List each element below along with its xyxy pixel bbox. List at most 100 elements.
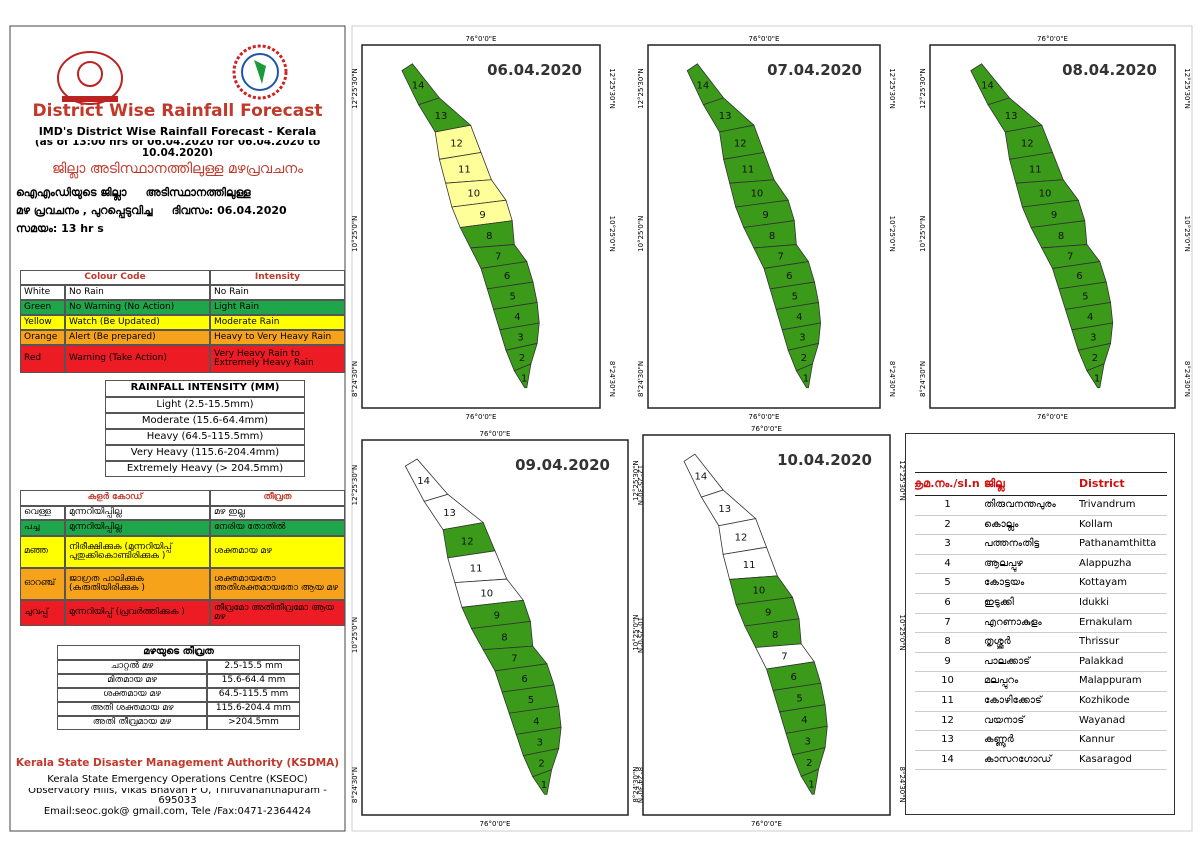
issue-line: സമയം: 13 hr s: [16, 222, 104, 236]
table-cell: വയനാട്: [980, 712, 1075, 732]
district-number: 14: [697, 80, 710, 91]
table-cell: പത്തനംതിട്ട: [980, 535, 1075, 555]
table-cell: 15.6-64.4 mm: [207, 674, 300, 688]
table-cell: ജാഗ്രത പാലിക്കുക (കരുതിയിരിക്കുക ): [65, 568, 210, 600]
district-number: 9: [762, 210, 768, 221]
district-number: 6: [1076, 271, 1082, 282]
latitude-label: 10°25'0"N: [351, 617, 359, 653]
latitude-label: 10°25'0"N: [1183, 216, 1191, 252]
table-cell: 10: [915, 672, 980, 692]
district-number: 7: [511, 654, 517, 665]
district-number: 2: [806, 758, 812, 769]
district-number: 9: [494, 610, 500, 621]
latitude-label: 12°25'30"N: [888, 68, 896, 109]
table-cell: 1: [915, 496, 980, 516]
latitude-label: 10°25'0"N: [637, 216, 645, 252]
table-cell: 115.6-204.4 mm: [207, 702, 300, 716]
district-number: 4: [1087, 312, 1093, 323]
issue-line: മഴ പ്രവചനം , പുറപ്പെടുവിച്ച ദിവസം: 06.04…: [16, 204, 287, 218]
table-cell: Extremely Heavy (> 204.5mm): [105, 461, 305, 477]
district-number: 4: [801, 715, 807, 726]
latitude-label: 12°25'30"N: [1183, 68, 1191, 109]
latitude-label: 8°24'30"N: [351, 767, 359, 803]
district-number: 12: [461, 536, 474, 547]
latitude-label: 8°24'30"N: [1183, 361, 1191, 397]
table-cell: Kollam: [1075, 516, 1167, 536]
map-date: 10.04.2020: [777, 451, 872, 469]
longitude-label: 76°0'0"E: [480, 820, 511, 828]
district-number: 6: [504, 271, 510, 282]
district-number: 1: [541, 780, 547, 791]
latitude-label: 12°25'30"N: [351, 68, 359, 109]
district-number: 3: [799, 333, 805, 344]
kerala-emblem: [57, 51, 123, 105]
district-number: 4: [796, 312, 802, 323]
table-cell: മുന്നറിയിപ്പില്ല: [65, 520, 210, 536]
district-number: 1: [803, 374, 809, 385]
table-cell: മഴ ഇല്ല: [210, 506, 345, 520]
table-cell: Warning (Take Action): [65, 345, 210, 373]
table-cell: നേരിയ തോതിൽ: [210, 520, 345, 536]
district-number: 9: [1051, 210, 1057, 221]
latitude-label: 8°24'30"N: [636, 767, 644, 803]
district-number: 10: [753, 585, 766, 596]
table-cell: മഞ്ഞ: [20, 536, 65, 568]
district-number: 11: [1029, 165, 1042, 176]
table-cell: 12: [915, 712, 980, 732]
table-cell: Alappuzha: [1075, 555, 1167, 575]
district-number: 8: [1058, 231, 1064, 242]
district-number: 8: [769, 231, 775, 242]
table-header: കളർ കോഡ്: [20, 490, 210, 506]
table-cell: White: [20, 285, 65, 300]
district-number: 1: [1094, 374, 1100, 385]
table-header: തീവ്രത: [210, 490, 345, 506]
table-cell: Idukki: [1075, 594, 1167, 614]
table-cell: Wayanad: [1075, 712, 1167, 732]
district-number: 5: [528, 695, 534, 706]
table-cell: Watch (Be Updated): [65, 315, 210, 330]
table-cell: ചാറ്റൽ മഴ: [57, 660, 207, 674]
district-number: 11: [458, 165, 471, 176]
footer-line: Observatory Hills, Vikas Bhavan P O, Thi…: [28, 788, 327, 804]
district-number: 7: [495, 252, 501, 263]
table-cell: തൃശ്ശൂർ: [980, 633, 1075, 653]
table-cell: Orange: [20, 330, 65, 345]
map-date: 07.04.2020: [767, 61, 862, 79]
district-region: [795, 363, 813, 389]
table-cell: Trivandrum: [1075, 496, 1167, 516]
district-number: 10: [480, 588, 493, 599]
latitude-label: 12°25'30"N: [636, 465, 644, 506]
district-number: 4: [533, 716, 539, 727]
table-cell: Light (2.5-15.5mm): [105, 397, 305, 413]
table-cell: Red: [20, 345, 65, 373]
district-number: 12: [735, 533, 748, 544]
district-number: 2: [519, 353, 525, 364]
table-cell: Heavy (64.5-115.5mm): [105, 429, 305, 445]
table-cell: Yellow: [20, 315, 65, 330]
table-cell: ചുവപ്പ്: [20, 600, 65, 626]
district-number: 5: [1082, 292, 1088, 303]
longitude-label: 76°0'0"E: [749, 413, 780, 421]
title-ml: ജില്ലാ അടിസ്ഥാനത്തിലുള്ള മഴപ്രവചനം: [52, 160, 303, 177]
footer-line: Email:seoc.gok@ gmail.com, Tele /Fax:047…: [43, 805, 312, 817]
latitude-label: 12°25'30"N: [898, 460, 906, 501]
district-number: 13: [435, 111, 448, 122]
table-cell: Thrissur: [1075, 633, 1167, 653]
table-cell: 9: [915, 653, 980, 673]
district-number: 10: [467, 189, 480, 200]
table-cell: മിതമായ മഴ: [57, 674, 207, 688]
table-cell: Kozhikode: [1075, 692, 1167, 712]
table-title: മഴയുടെ തീവ്രത: [57, 645, 300, 660]
table-header: Intensity: [210, 270, 345, 285]
table-cell: 2: [915, 516, 980, 536]
table-cell: കണ്ണൂർ: [980, 731, 1075, 751]
district-region: [532, 769, 553, 795]
table-cell: No Rain: [65, 285, 210, 300]
table-cell: No Warning (No Action): [65, 300, 210, 315]
district-number: 1: [521, 374, 527, 385]
table-cell: മുന്നറിയിപ്പ് (പ്രവർത്തിക്കുക ): [65, 600, 210, 626]
latitude-label: 8°24'30"N: [608, 361, 616, 397]
